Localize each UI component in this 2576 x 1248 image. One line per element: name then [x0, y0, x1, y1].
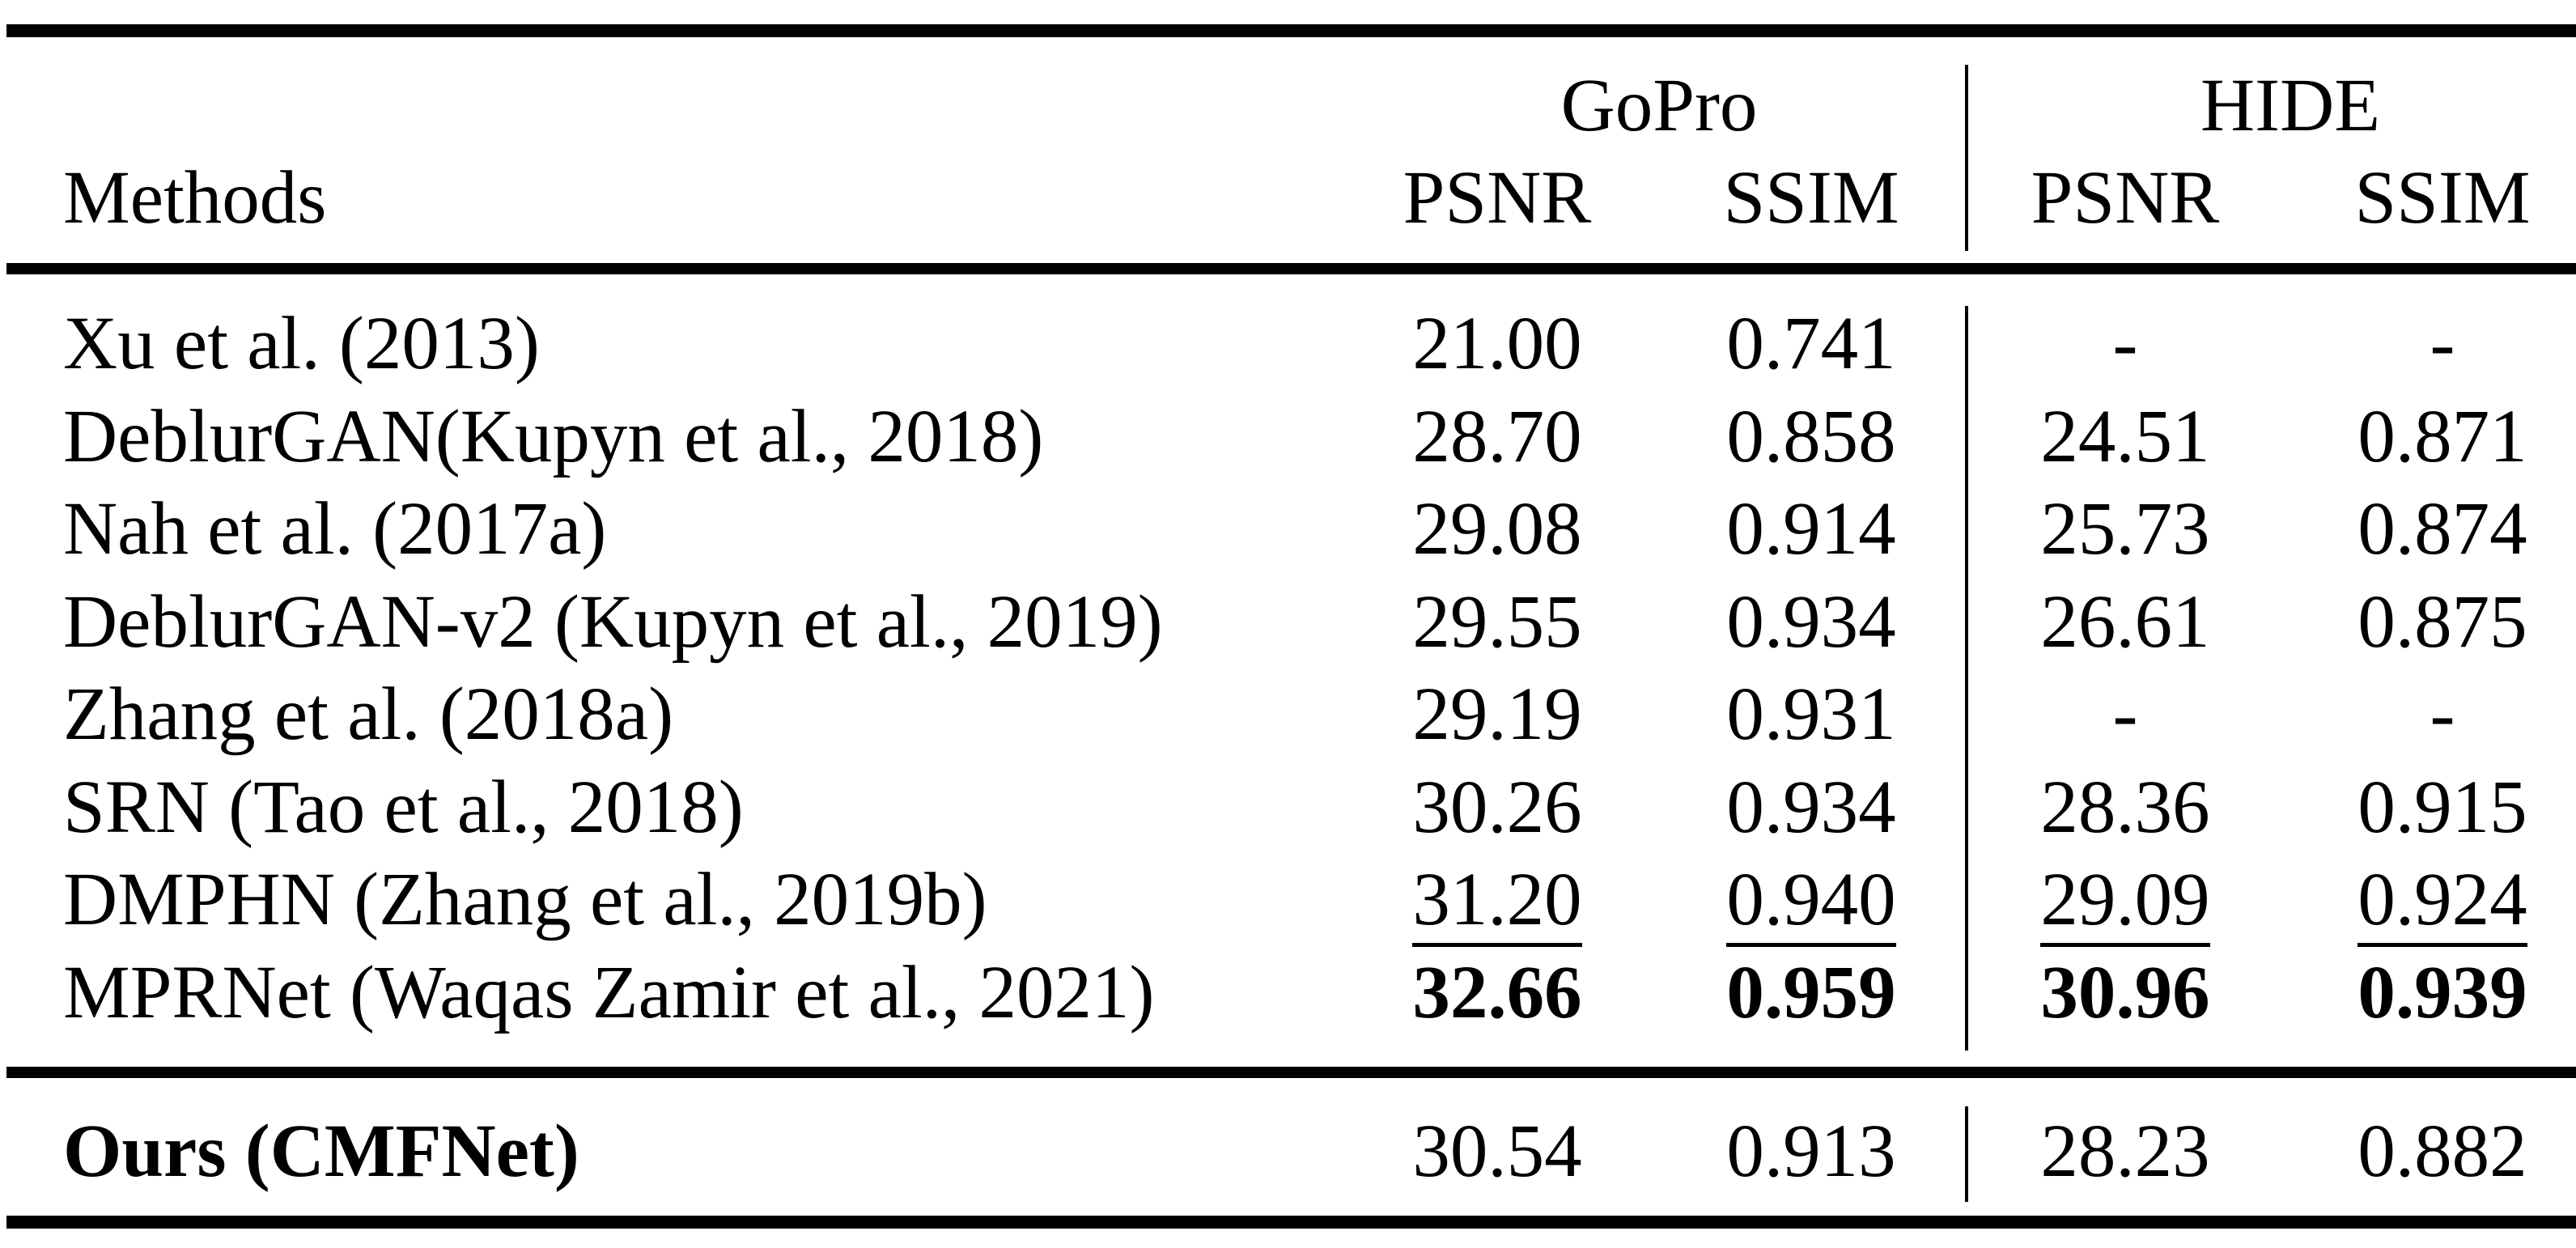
header-hide-ssim: SSIM: [2354, 156, 2531, 240]
value-text: 0.959: [1726, 951, 1896, 1034]
row-method: DeblurGAN(Kupyn et al., 2018): [63, 395, 1044, 478]
row-value: 32.66: [1376, 949, 1619, 1038]
value-text: -: [2112, 302, 2138, 385]
value-text: 0.934: [1726, 580, 1896, 664]
header-gopro-psnr: PSNR: [1403, 156, 1592, 240]
top-rule: [6, 24, 2576, 37]
ours-hide-ssim: 0.882: [2357, 1110, 2527, 1193]
value-text: 0.914: [1726, 487, 1896, 571]
row-method: SRN (Tao et al., 2018): [63, 766, 744, 849]
row-value: 0.924: [2321, 855, 2564, 947]
row-value: 0.871: [2321, 393, 2564, 482]
row-value: 30.96: [2004, 949, 2247, 1038]
value-text: -: [2430, 673, 2455, 756]
value-text: 32.66: [1412, 951, 1582, 1034]
row-value: 0.940: [1690, 855, 1933, 947]
methods-header: Methods: [63, 156, 327, 240]
row-value: 29.08: [1376, 485, 1619, 574]
row-value: 0.934: [1690, 763, 1933, 852]
row-value: 0.931: [1690, 670, 1933, 759]
row-value: 30.26: [1376, 763, 1619, 852]
value-text: 0.858: [1726, 395, 1896, 478]
row-value: -: [2004, 299, 2247, 388]
row-value: 0.939: [2321, 949, 2564, 1038]
row-value: -: [2321, 299, 2564, 388]
value-text: 0.931: [1726, 673, 1896, 756]
value-text: 28.70: [1412, 395, 1582, 478]
row-value: 28.36: [2004, 763, 2247, 852]
value-text: 0.915: [2357, 766, 2527, 849]
row-value: 0.741: [1690, 299, 1933, 388]
value-text: 30.26: [1412, 766, 1582, 849]
bottom-rule: [6, 1216, 2576, 1229]
row-value: 31.20: [1376, 855, 1619, 947]
row-value: 0.858: [1690, 393, 1933, 482]
row-value: 29.55: [1376, 578, 1619, 667]
row-value: 0.934: [1690, 578, 1933, 667]
ours-gopro-ssim: 0.913: [1726, 1110, 1896, 1193]
value-text: 0.871: [2357, 395, 2527, 478]
ours-gopro-psnr: 30.54: [1412, 1110, 1582, 1193]
row-value: 26.61: [2004, 578, 2247, 667]
value-text: 0.934: [1726, 766, 1896, 849]
value-text: 29.19: [1412, 673, 1582, 756]
value-text: 31.20: [1412, 858, 1582, 947]
column-divider: [1965, 1106, 1968, 1202]
header-hide-psnr: PSNR: [2031, 156, 2220, 240]
value-text: -: [2112, 673, 2138, 756]
value-text: 0.940: [1726, 858, 1896, 947]
column-divider: [1965, 65, 1968, 251]
value-text: 28.36: [2040, 766, 2210, 849]
ours-hide-psnr: 28.23: [2040, 1110, 2210, 1193]
value-text: 25.73: [2040, 487, 2210, 571]
header-gopro-ssim: SSIM: [1723, 156, 1899, 240]
column-divider: [1965, 306, 1968, 1051]
row-value: 21.00: [1376, 299, 1619, 388]
separator-rule: [6, 1067, 2576, 1078]
value-text: -: [2430, 302, 2455, 385]
row-method: DeblurGAN-v2 (Kupyn et al., 2019): [63, 580, 1163, 664]
ours-method: Ours (CMFNet): [63, 1110, 579, 1193]
value-text: 21.00: [1412, 302, 1582, 385]
value-text: 30.96: [2040, 951, 2210, 1034]
value-text: 26.61: [2040, 580, 2210, 664]
value-text: 0.939: [2357, 951, 2527, 1034]
value-text: 29.09: [2040, 858, 2210, 947]
row-value: 25.73: [2004, 485, 2247, 574]
header-rule: [6, 263, 2576, 274]
row-method: Xu et al. (2013): [63, 302, 540, 385]
row-value: -: [2004, 670, 2247, 759]
row-value: 28.70: [1376, 393, 1619, 482]
row-value: 0.914: [1690, 485, 1933, 574]
row-value: 29.09: [2004, 855, 2247, 947]
row-value: 0.874: [2321, 485, 2564, 574]
value-text: 29.08: [1412, 487, 1582, 571]
row-method: Zhang et al. (2018a): [63, 673, 674, 756]
value-text: 0.741: [1726, 302, 1896, 385]
row-method: Nah et al. (2017a): [63, 487, 607, 571]
row-method: MPRNet (Waqas Zamir et al., 2021): [63, 951, 1155, 1034]
row-value: 29.19: [1376, 670, 1619, 759]
value-text: 0.924: [2357, 858, 2527, 947]
row-value: 24.51: [2004, 393, 2247, 482]
value-text: 0.875: [2357, 580, 2527, 664]
group-header-hide: HIDE: [2200, 64, 2381, 147]
row-value: 0.959: [1690, 949, 1933, 1038]
group-header-gopro: GoPro: [1560, 64, 1758, 147]
value-text: 29.55: [1412, 580, 1582, 664]
row-value: 0.875: [2321, 578, 2564, 667]
value-text: 24.51: [2040, 395, 2210, 478]
row-value: -: [2321, 670, 2564, 759]
value-text: 0.874: [2357, 487, 2527, 571]
row-value: 0.915: [2321, 763, 2564, 852]
row-method: DMPHN (Zhang et al., 2019b): [63, 858, 987, 941]
